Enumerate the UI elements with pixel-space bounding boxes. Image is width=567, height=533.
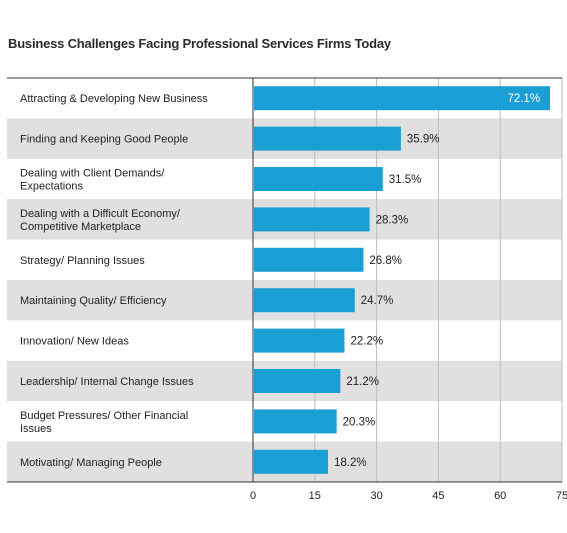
category-label: Strategy/ Planning Issues xyxy=(20,255,145,267)
category-label-line: Leadership/ Internal Change Issues xyxy=(20,376,194,388)
value-label: 31.5% xyxy=(389,174,422,186)
category-label: Dealing with a Difficult Economy/Competi… xyxy=(20,208,181,233)
category-label-line: Expectations xyxy=(20,181,83,193)
bar xyxy=(254,409,337,434)
category-label: Innovation/ New Ideas xyxy=(20,336,129,348)
bar xyxy=(254,369,341,393)
bar xyxy=(254,449,328,474)
category-label-line: Finding and Keeping Good People xyxy=(20,134,188,146)
category-label: Maintaining Quality/ Efficiency xyxy=(20,295,167,307)
value-label: 26.8% xyxy=(369,255,402,267)
bar xyxy=(254,247,364,272)
bar xyxy=(254,126,401,151)
x-tick-label: 0 xyxy=(250,490,256,502)
value-label: 72.1% xyxy=(507,93,540,105)
value-label: 21.2% xyxy=(346,376,379,388)
category-label-line: Attracting & Developing New Business xyxy=(20,93,208,105)
category-label: Leadership/ Internal Change Issues xyxy=(20,376,194,388)
bar xyxy=(254,328,345,353)
category-label: Budget Pressures/ Other Financial Issues xyxy=(20,410,188,435)
category-label-line: Issues xyxy=(20,423,52,435)
x-tick-label: 45 xyxy=(432,490,444,502)
category-label: Attracting & Developing New Business xyxy=(20,93,208,105)
category-label-line: Budget Pressures/ Other Financial xyxy=(20,410,188,422)
category-label: Motivating/ Managing People xyxy=(20,457,162,469)
value-label: 20.3% xyxy=(343,416,376,428)
value-label: 28.3% xyxy=(376,214,409,226)
bar xyxy=(254,167,383,191)
x-tick-label: 75 xyxy=(556,490,567,502)
value-label: 18.2% xyxy=(334,457,367,469)
category-label: Finding and Keeping Good People xyxy=(20,134,188,146)
x-tick-label: 60 xyxy=(494,490,506,502)
x-tick-label: 15 xyxy=(309,490,321,502)
category-label-line: Innovation/ New Ideas xyxy=(20,336,129,348)
value-label: 35.9% xyxy=(407,134,440,146)
category-label-line: Motivating/ Managing People xyxy=(20,457,162,469)
category-label-line: Maintaining Quality/ Efficiency xyxy=(20,295,167,307)
value-label: 22.2% xyxy=(350,336,383,348)
category-label-line: Competitive Marketplace xyxy=(20,221,141,233)
x-tick-label: 30 xyxy=(370,490,382,502)
bar xyxy=(254,288,355,313)
category-label-line: Dealing with a Difficult Economy/ xyxy=(20,208,181,220)
category-label-line: Strategy/ Planning Issues xyxy=(20,255,145,267)
bar xyxy=(254,207,370,232)
value-label: 24.7% xyxy=(361,295,394,307)
chart-title: Business Challenges Facing Professional … xyxy=(8,36,391,51)
bar xyxy=(254,86,551,111)
category-label-line: Dealing with Client Demands/ xyxy=(20,168,165,180)
category-label: Dealing with Client Demands/Expectations xyxy=(20,168,165,193)
